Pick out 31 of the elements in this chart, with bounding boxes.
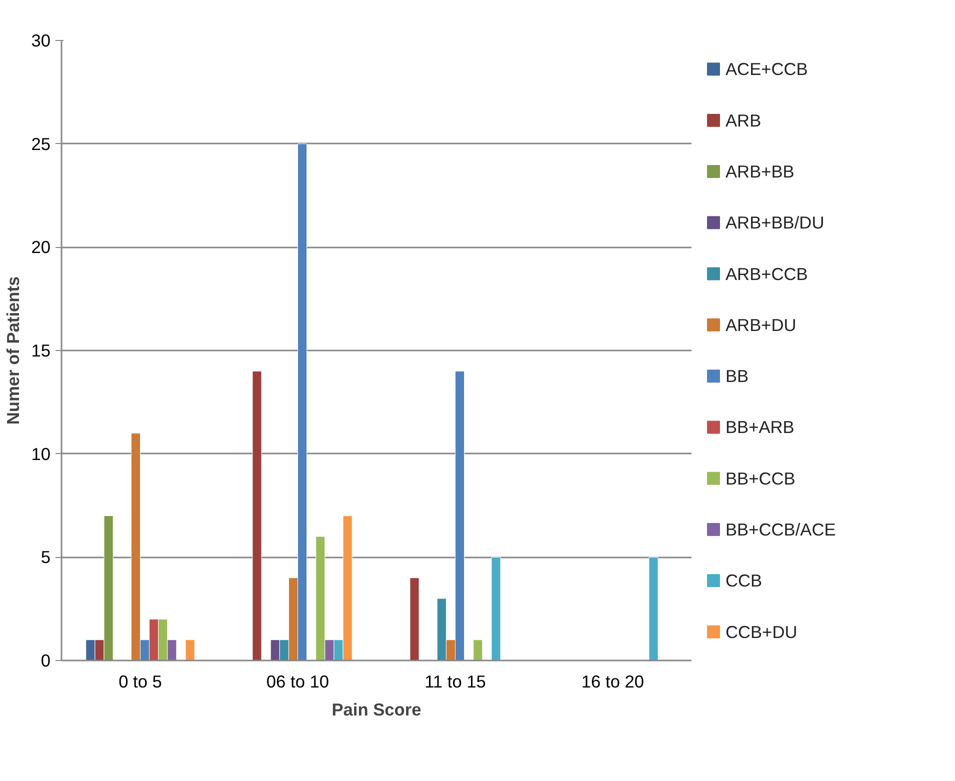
legend-label: BB+CCB xyxy=(726,468,796,488)
legend-label: ARB+CCB xyxy=(726,264,808,284)
legend-label: ARB+BB/DU xyxy=(726,212,824,233)
bar xyxy=(473,640,483,660)
y-tick-label: 25 xyxy=(31,134,51,154)
legend-label: BB+ARB xyxy=(726,417,794,438)
y-tick-label: 5 xyxy=(40,547,51,568)
x-axis-title: Pain Score xyxy=(332,700,422,720)
legend-label: BB xyxy=(726,366,749,386)
x-tick-label: 16 to 20 xyxy=(581,672,644,692)
bar xyxy=(648,556,658,660)
x-tick-label: 11 to 15 xyxy=(424,672,486,692)
y-tick-label: 0 xyxy=(40,650,51,670)
legend-label: BB+CCB/ACE xyxy=(726,520,836,540)
legend-label: ARB xyxy=(726,110,762,130)
y-tick-label: 15 xyxy=(31,340,51,360)
y-tick-label: 10 xyxy=(31,444,51,464)
legend-label: CCB+DU xyxy=(726,622,798,642)
bar xyxy=(491,556,501,660)
bar xyxy=(185,640,195,660)
legend-label: CCB xyxy=(726,570,762,591)
legend-label: ARB+BB xyxy=(726,161,794,182)
x-tick-label: 06 to 10 xyxy=(266,672,330,692)
y-tick-label: 20 xyxy=(31,237,51,258)
x-tick-label: 0 to 5 xyxy=(118,672,162,692)
bar xyxy=(252,370,262,660)
bar xyxy=(410,578,420,660)
legend-label: ARB+DU xyxy=(726,314,796,335)
legend-label: ACE+CCB xyxy=(726,59,808,80)
y-axis-title: Numer of Patients xyxy=(3,276,24,425)
y-tick-label: 30 xyxy=(31,30,51,50)
